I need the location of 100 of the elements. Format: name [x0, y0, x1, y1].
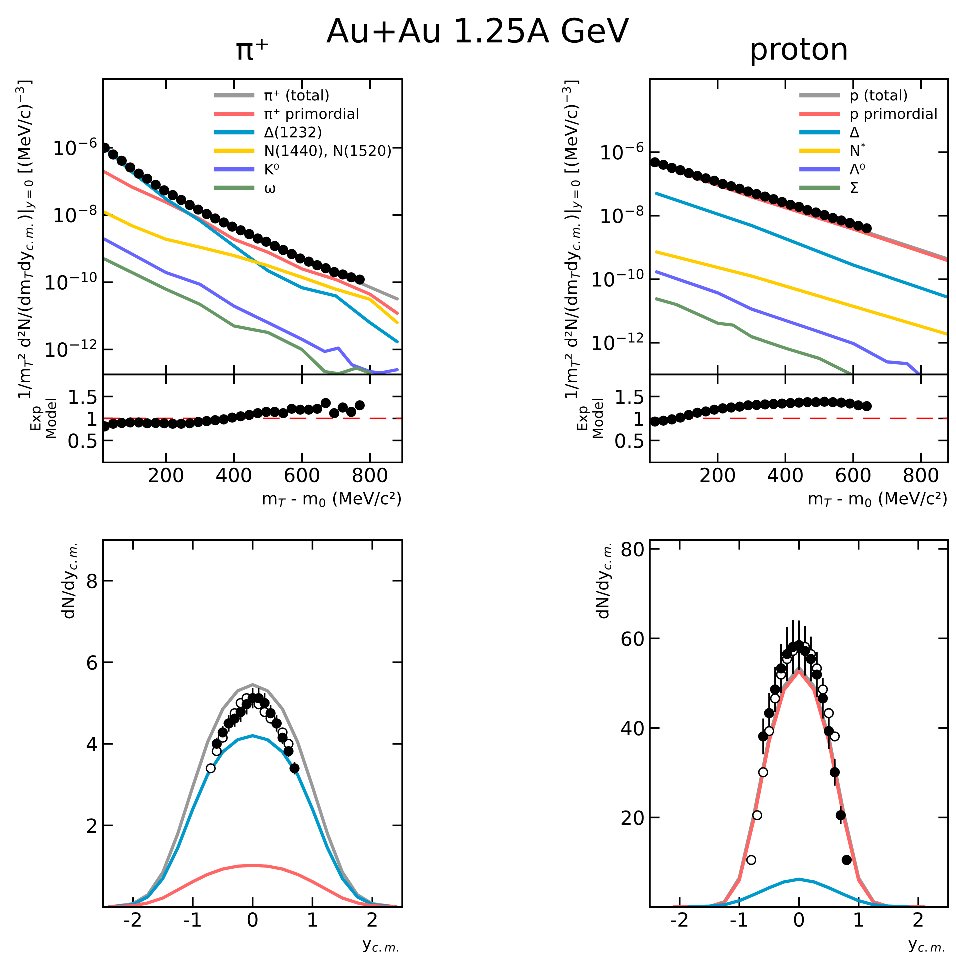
legend-label: Δ(1232) [264, 126, 322, 140]
point [718, 404, 728, 414]
point [244, 410, 255, 420]
point [676, 412, 686, 423]
x-tick-label: -1 [184, 912, 201, 927]
y-tick-label: 0.5 [616, 434, 644, 448]
point [206, 763, 216, 774]
point [125, 418, 136, 428]
y-axis-title: dN/dy$_{c.m.}$ [596, 544, 612, 619]
point [176, 195, 187, 206]
point [125, 162, 136, 173]
line-series [655, 270, 920, 375]
y-tick-label: 1 [88, 412, 97, 426]
chart-title: π⁺ [236, 39, 268, 60]
line-series [655, 192, 948, 299]
x-tick-label: 200 [700, 468, 736, 483]
y-tick-label: 40 [621, 721, 644, 736]
point [818, 684, 828, 695]
point [692, 170, 703, 182]
point [818, 694, 828, 704]
x-tick-label: 2 [914, 912, 923, 927]
y-axis-title: Exp Model [30, 399, 56, 438]
point [236, 225, 246, 236]
y-tick-label: 10$^{−10}$ [46, 272, 97, 290]
x-axis-title: m$_{T}$ - m$_{0}$ (MeV/c²) [263, 492, 402, 508]
point [844, 398, 856, 409]
point [718, 179, 728, 190]
point [752, 400, 762, 410]
point [304, 256, 314, 267]
x-tick-label: 400 [768, 468, 803, 483]
point [338, 402, 348, 413]
x-axis-title: m$_{T}$ - m$_{0}$ (MeV/c²) [809, 492, 947, 508]
point [692, 408, 703, 418]
point [726, 181, 737, 192]
point [270, 407, 280, 418]
point [794, 202, 804, 212]
point [346, 272, 357, 283]
point [284, 746, 294, 757]
point [227, 412, 238, 423]
point [824, 726, 834, 736]
point [786, 398, 796, 408]
point [134, 418, 144, 428]
point [202, 209, 212, 220]
point [176, 418, 187, 430]
point [329, 408, 340, 419]
y-tick-label: 1 [634, 412, 644, 426]
point [802, 205, 813, 216]
y-tick-label: 10$^{−12}$ [46, 339, 96, 358]
point [760, 400, 770, 410]
point [853, 220, 864, 232]
x-tick-label: -1 [730, 912, 748, 927]
point [354, 274, 366, 285]
point [684, 168, 694, 178]
point [218, 728, 228, 738]
legend-label: π⁺ primordial [264, 108, 358, 122]
point [842, 855, 852, 866]
point [278, 245, 289, 256]
point [286, 404, 298, 414]
line-series [103, 258, 372, 375]
point [709, 176, 720, 186]
y-tick-label: 10$^{−6}$ [602, 142, 644, 160]
x-tick-label: 200 [149, 468, 184, 483]
point [752, 189, 762, 200]
legend-label: Λ⁰ [850, 164, 866, 175]
point [752, 810, 763, 821]
point [193, 417, 204, 428]
point [134, 168, 144, 179]
point [828, 397, 838, 408]
line-series [103, 238, 399, 375]
x-tick-label: 1 [854, 912, 864, 927]
point [650, 157, 660, 168]
point [734, 184, 745, 194]
point [862, 224, 872, 234]
point [700, 406, 712, 417]
point [320, 398, 332, 408]
point [777, 398, 788, 409]
point [260, 698, 270, 708]
point [853, 400, 864, 411]
point [828, 213, 838, 224]
point [820, 396, 830, 408]
x-tick-label: 800 [352, 468, 388, 483]
legend-label: π⁺ (total) [264, 90, 329, 103]
point [159, 418, 170, 429]
point [734, 402, 745, 412]
y-tick-label: 1.5 [616, 390, 644, 404]
point [108, 418, 119, 430]
legend-label: ω [265, 185, 276, 194]
point [242, 699, 252, 710]
point [768, 399, 779, 410]
y-tick-label: 20 [622, 810, 644, 826]
point [836, 216, 847, 226]
y-axis-title: dN/dy$_{c.m.}$ [62, 544, 78, 619]
point [743, 186, 754, 197]
line-series [687, 878, 912, 908]
point [261, 236, 272, 248]
x-tick-label: 0 [248, 912, 258, 928]
point [811, 208, 822, 218]
line-series [108, 864, 398, 908]
point [806, 654, 816, 664]
point [278, 732, 288, 744]
